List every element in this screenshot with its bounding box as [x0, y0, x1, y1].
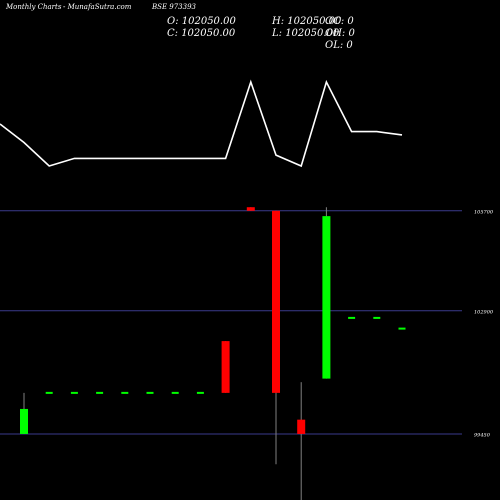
chart-symbol: BSE 973393: [152, 3, 196, 11]
ohlc-ol: OL: 0: [325, 40, 353, 51]
candle-body: [246, 207, 255, 211]
candle-body: [322, 216, 331, 379]
candle-body: [272, 210, 280, 393]
y-tick-label: 102900: [474, 309, 494, 315]
y-tick-label: 105700: [474, 209, 494, 215]
ohlc-open: O: 102050.00: [167, 16, 236, 27]
candle-body: [20, 408, 28, 434]
candle-body: [221, 341, 230, 393]
ohlc-high: H: 102050.00: [272, 16, 342, 27]
ohlc-oc: OC: 0: [325, 16, 354, 27]
indicator-line: [0, 79, 403, 168]
ohlc-low: L: 102050.00: [272, 28, 340, 39]
ohlc-oh: OH: 0: [325, 28, 355, 39]
ohlc-close: C: 102050.00: [167, 28, 236, 39]
chart-title: Monthly Charts: [6, 3, 62, 11]
y-tick-label: 99450: [474, 432, 491, 438]
candle-body: [297, 419, 306, 434]
chart-source: - MunafaSutra.com: [63, 3, 132, 11]
